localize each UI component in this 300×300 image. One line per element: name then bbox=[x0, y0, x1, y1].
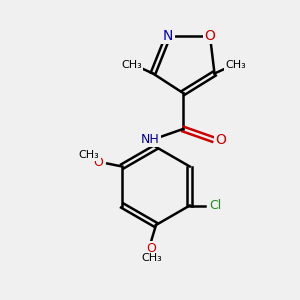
Text: O: O bbox=[93, 155, 103, 169]
Text: Cl: Cl bbox=[209, 199, 221, 212]
Text: NH: NH bbox=[141, 133, 159, 146]
Text: CH₃: CH₃ bbox=[79, 149, 100, 160]
Text: CH₃: CH₃ bbox=[225, 59, 246, 70]
Text: O: O bbox=[147, 242, 156, 255]
Text: CH₃: CH₃ bbox=[122, 59, 142, 70]
Text: CH₃: CH₃ bbox=[141, 253, 162, 263]
Text: N: N bbox=[163, 29, 173, 43]
Text: O: O bbox=[215, 133, 226, 146]
Text: O: O bbox=[205, 29, 215, 43]
